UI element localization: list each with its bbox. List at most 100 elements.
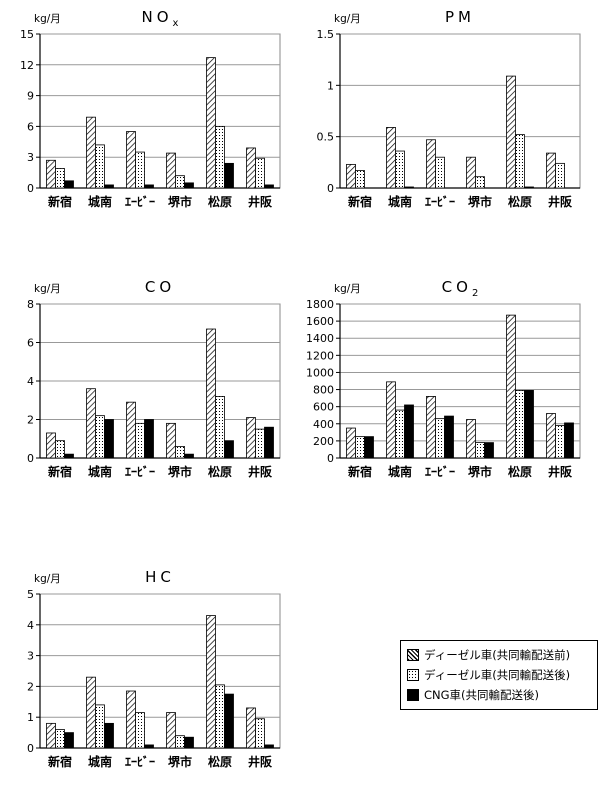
- chart2-bar-diesel-before: [246, 417, 256, 459]
- chart0-x-tick-label: ｴｰﾋﾞｰ: [125, 194, 155, 209]
- chart2-y-tick-label: 0: [27, 452, 34, 465]
- chart0-bar-diesel-after: [255, 157, 265, 189]
- chart2-bar-diesel-before: [46, 432, 56, 459]
- chart2-x-tick-label: ｴｰﾋﾞｰ: [125, 464, 155, 479]
- chart0-ylabel: kg/月: [34, 13, 61, 25]
- chart2-y-tick-label: 2: [27, 414, 34, 427]
- chart3-x-tick-label: 井阪: [548, 464, 573, 479]
- chart3-y-tick-label: 800: [313, 384, 334, 397]
- chart4-bar-diesel-after: [215, 684, 225, 749]
- chart4-bar-diesel-after: [255, 718, 265, 749]
- chart3-title: CO2: [442, 278, 479, 299]
- chart3-bar-diesel-before: [506, 314, 516, 459]
- chart1-bar-diesel-before: [386, 127, 396, 189]
- chart4-x-tick-label: 井阪: [248, 754, 273, 769]
- chart3-y-tick-label: 1000: [306, 366, 334, 379]
- chart0-bar-diesel-after: [215, 126, 225, 189]
- chart3-bar-diesel-before: [546, 413, 556, 459]
- chart3-y-tick-label: 1800: [306, 298, 334, 311]
- chart0-bar-cng-after: [224, 162, 234, 189]
- chart3-x-tick-label: 松原: [508, 464, 532, 479]
- chart1-x-tick-label: 井阪: [548, 194, 573, 209]
- chart2-x-tick-label: 城南: [88, 464, 112, 479]
- legend: ディーゼル車(共同輸配送前) ディーゼル車(共同輸配送後) CNG車(共同輸配送…: [400, 640, 598, 710]
- chart1-x-tick-label: ｴｰﾋﾞｰ: [425, 194, 455, 209]
- chart2-y-tick-label: 4: [27, 375, 34, 388]
- chart2-y-tick-label: 8: [27, 298, 34, 311]
- chart4-bar-cng-after: [104, 722, 114, 749]
- chart4-y-tick-label: 2: [27, 680, 34, 693]
- chart2-title: CO: [145, 278, 175, 296]
- chart1-bar-diesel-before: [426, 139, 436, 189]
- chart3-x-tick-label: 城南: [388, 464, 412, 479]
- chart4-x-tick-label: 堺市: [168, 754, 192, 769]
- chart1-title: PM: [445, 8, 475, 26]
- chart2-bar-diesel-after: [55, 440, 65, 459]
- chart2-bar-diesel-after: [135, 422, 145, 459]
- chart4-bar-cng-after: [264, 744, 274, 749]
- chart0-y-tick-label: 6: [27, 120, 34, 133]
- chart0-y-tick-label: 3: [27, 151, 34, 164]
- chart1-bar-diesel-before: [546, 152, 556, 189]
- chart0-bar-diesel-after: [95, 144, 105, 189]
- chart0-x-tick-label: 堺市: [168, 194, 192, 209]
- chart4-plot-area: [39, 593, 281, 749]
- chart3-bar-diesel-before: [466, 419, 476, 459]
- chart1-y-tick-label: 0.5: [317, 131, 335, 144]
- chart1-bar-diesel-after: [475, 176, 485, 189]
- chart2-bar-diesel-after: [255, 428, 265, 459]
- chart4-bar-cng-after: [184, 736, 194, 749]
- chart4-x-tick-label: 新宿: [48, 754, 72, 769]
- legend-label: CNG車(共同輸配送後): [424, 688, 540, 702]
- chart3-bar-diesel-before: [426, 396, 436, 459]
- chart2-x-tick-label: 井阪: [248, 464, 273, 479]
- chart3-ylabel: kg/月: [334, 283, 361, 295]
- chart4-bar-diesel-after: [95, 704, 105, 749]
- chart1-y-tick-label: 0: [327, 182, 334, 195]
- chart1-bar-cng-after: [404, 186, 414, 189]
- chart3-bar-diesel-before: [386, 381, 396, 459]
- legend-swatch-dots: [407, 669, 419, 681]
- chart2-x-tick-label: 新宿: [48, 464, 72, 479]
- chart2-bar-cng-after: [64, 453, 74, 459]
- chart0-x-tick-label: 城南: [88, 194, 112, 209]
- chart0-y-tick-label: 12: [20, 59, 34, 72]
- chart1-x-tick-label: 新宿: [348, 194, 372, 209]
- chart3-bar-cng-after: [564, 422, 574, 459]
- chart1-y-tick-label: 1: [327, 79, 334, 92]
- chart0-bar-diesel-after: [135, 151, 145, 189]
- chart3-bar-cng-after: [444, 415, 454, 459]
- chart0-bar-diesel-before: [246, 147, 256, 189]
- chart4-y-tick-label: 3: [27, 650, 34, 663]
- chart0-y-tick-label: 9: [27, 90, 34, 103]
- chart3-x-tick-label: 堺市: [468, 464, 492, 479]
- chart1-x-tick-label: 城南: [388, 194, 412, 209]
- chart2-bar-diesel-before: [166, 422, 176, 459]
- chart0-bar-diesel-after: [175, 175, 185, 189]
- chart4-bar-diesel-after: [55, 729, 65, 749]
- chart4-bar-diesel-before: [126, 690, 136, 749]
- chart0-x-tick-label: 新宿: [48, 194, 72, 209]
- chart0-x-tick-label: 松原: [208, 194, 232, 209]
- chart3-y-tick-label: 600: [313, 401, 334, 414]
- chart3-y-tick-label: 0: [327, 452, 334, 465]
- legend-swatch-hatch: [407, 649, 419, 661]
- chart2-bar-diesel-after: [175, 446, 185, 459]
- chart1-bar-diesel-before: [466, 156, 476, 189]
- chart0-bar-cng-after: [184, 182, 194, 189]
- chart3-y-tick-label: 1400: [306, 332, 334, 345]
- chart4-bar-cng-after: [64, 732, 74, 749]
- chart3-bar-diesel-after: [555, 425, 565, 459]
- chart4-x-tick-label: 城南: [88, 754, 112, 769]
- chart4-y-tick-label: 5: [27, 588, 34, 601]
- chart4-bar-cng-after: [144, 744, 154, 749]
- chart3-y-tick-label: 1200: [306, 349, 334, 362]
- chart4-title: HC: [145, 568, 175, 586]
- chart0-y-tick-label: 0: [27, 182, 34, 195]
- chart3-y-tick-label: 1600: [306, 315, 334, 328]
- chart3-x-tick-label: ｴｰﾋﾞｰ: [425, 464, 455, 479]
- chart0-x-tick-label: 井阪: [248, 194, 273, 209]
- chart2-ylabel: kg/月: [34, 283, 61, 295]
- legend-item-diesel-after: ディーゼル車(共同輸配送後): [407, 665, 591, 685]
